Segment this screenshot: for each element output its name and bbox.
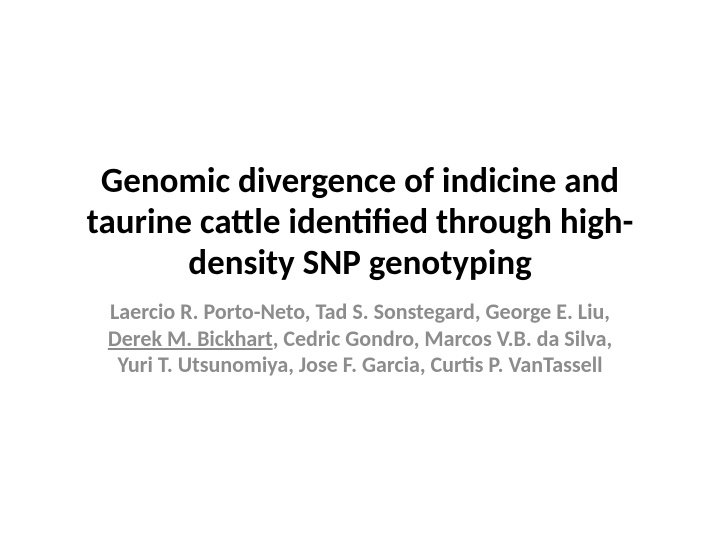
authors-underlined: Derek M. Bickhart xyxy=(108,325,273,352)
slide-authors: Laercio R. Porto-Neto, Tad S. Sonstegard… xyxy=(90,299,630,379)
slide-title: Genomic divergence of indicine and tauri… xyxy=(50,161,670,285)
authors-pre: Laercio R. Porto-Neto, Tad S. Sonstegard… xyxy=(110,298,610,325)
